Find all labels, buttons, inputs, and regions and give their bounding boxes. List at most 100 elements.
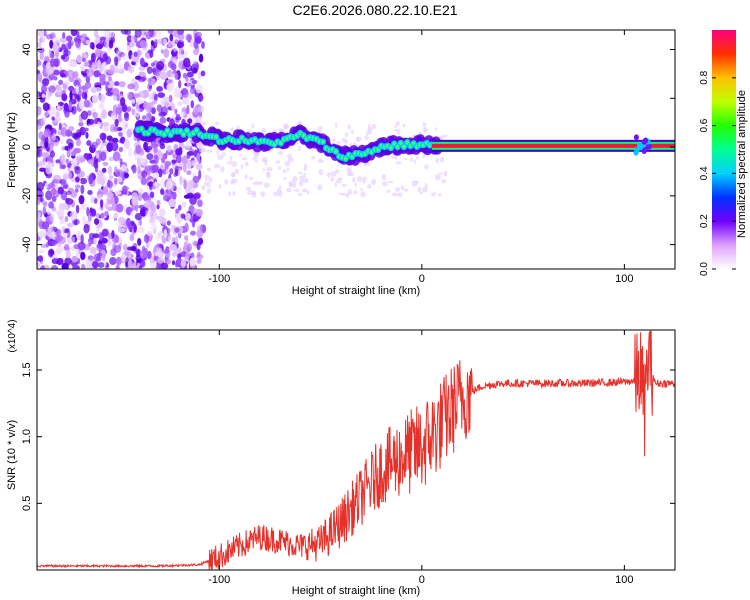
- noise-blob: [106, 79, 115, 89]
- noise-blob: [131, 195, 139, 206]
- noise-blob: [121, 252, 125, 261]
- noise-blob: [37, 47, 45, 53]
- noise-blob: [149, 191, 155, 199]
- noise-blob: [434, 174, 441, 181]
- noise-blob: [99, 36, 107, 41]
- noise-blob: [155, 264, 163, 269]
- noise-blob: [70, 210, 78, 221]
- noise-blob: [50, 150, 55, 158]
- noise-blob: [97, 59, 101, 69]
- noise-blob: [397, 192, 403, 197]
- noise-blob: [78, 195, 85, 205]
- noise-blob: [169, 33, 174, 42]
- noise-blob: [166, 259, 171, 265]
- noise-blob: [102, 185, 108, 193]
- noise-blob: [54, 118, 60, 124]
- noise-blob: [122, 124, 127, 135]
- noise-blob: [60, 190, 68, 201]
- noise-blob: [55, 234, 64, 242]
- noise-blob: [156, 85, 163, 92]
- noise-blob: [404, 157, 408, 161]
- noise-blob: [263, 182, 270, 188]
- noise-blob: [115, 264, 120, 269]
- noise-blob: [86, 140, 92, 146]
- noise-blob: [127, 261, 135, 269]
- noise-blob: [76, 54, 82, 64]
- noise-blob: [69, 90, 73, 101]
- noise-blob: [39, 197, 44, 203]
- noise-blob: [73, 71, 79, 79]
- noise-blob: [102, 53, 108, 62]
- noise-blob: [50, 265, 59, 269]
- ridge-peak: [214, 134, 218, 139]
- noise-blob: [143, 31, 151, 36]
- noise-blob: [115, 168, 123, 178]
- noise-blob: [111, 137, 119, 144]
- ridge-peak: [185, 128, 189, 133]
- snr-ytick-label: 0.5: [21, 496, 33, 511]
- noise-blob: [207, 167, 212, 172]
- noise-blob: [166, 79, 170, 84]
- noise-blob: [87, 159, 94, 165]
- noise-blob: [130, 211, 134, 217]
- noise-blob: [140, 177, 148, 185]
- spectrogram-ytick-label: 20: [21, 92, 33, 104]
- noise-blob: [85, 39, 91, 45]
- spectrogram-ytick-label: 40: [21, 43, 33, 55]
- noise-blob: [438, 172, 443, 176]
- noise-blob: [137, 165, 141, 175]
- noise-blob: [73, 243, 81, 250]
- noise-blob: [252, 190, 256, 196]
- spectrogram-xtick-label: 100: [615, 273, 633, 285]
- noise-blob: [153, 93, 158, 102]
- noise-blob: [115, 107, 123, 115]
- noise-blob: [251, 123, 255, 129]
- noise-blob: [103, 262, 107, 267]
- ridge-peak: [139, 126, 144, 131]
- ridge-peak: [405, 140, 410, 145]
- noise-blob: [204, 174, 210, 181]
- noise-blob: [171, 103, 176, 112]
- noise-blob: [150, 40, 155, 46]
- noise-blob: [199, 147, 206, 153]
- noise-blob: [363, 162, 367, 167]
- noise-blob: [149, 164, 157, 174]
- noise-blob: [418, 131, 423, 135]
- noise-blob: [41, 84, 47, 94]
- ridge-peak: [343, 156, 348, 161]
- noise-blob: [45, 110, 49, 117]
- noise-blob: [168, 94, 173, 103]
- noise-blob: [50, 187, 57, 196]
- noise-blob: [182, 163, 187, 173]
- noise-blob: [177, 30, 185, 35]
- noise-blob: [130, 245, 137, 252]
- noise-blob: [43, 264, 50, 269]
- noise-blob: [291, 181, 297, 188]
- noise-blob: [138, 226, 145, 234]
- noise-blob: [43, 30, 47, 37]
- spot-blob: [641, 148, 647, 155]
- noise-blob: [97, 121, 101, 128]
- noise-blob: [81, 92, 88, 100]
- noise-blob: [119, 136, 126, 144]
- noise-blob: [244, 161, 249, 167]
- noise-blob: [175, 154, 182, 164]
- noise-blob: [97, 262, 105, 268]
- noise-blob: [196, 258, 202, 264]
- noise-blob: [68, 142, 74, 149]
- noise-blob: [85, 132, 89, 139]
- noise-blob: [76, 95, 80, 101]
- noise-blob: [56, 246, 62, 255]
- noise-blob: [146, 153, 154, 161]
- snr-xtick-label: 100: [615, 574, 633, 586]
- noise-blob: [298, 175, 305, 181]
- noise-blob: [139, 40, 148, 48]
- noise-blob: [84, 264, 93, 269]
- noise-blob: [113, 126, 119, 132]
- noise-blob: [146, 230, 153, 236]
- noise-blob: [37, 212, 41, 218]
- noise-blob: [37, 230, 46, 238]
- noise-blob: [82, 72, 88, 78]
- noise-blob: [272, 191, 279, 197]
- noise-blob: [402, 123, 406, 128]
